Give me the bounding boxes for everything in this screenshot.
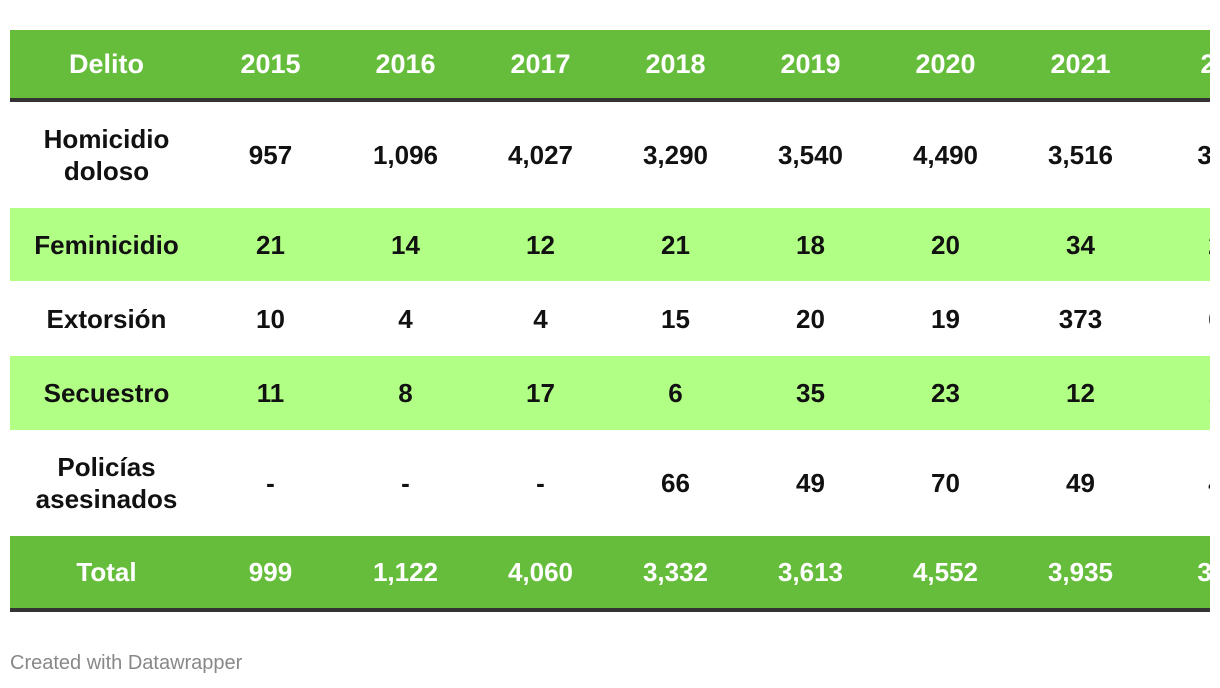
data-row: Policías asesinados---664970494	[10, 430, 1210, 536]
value-cell: -	[473, 430, 608, 536]
crime-name: Feminicidio	[10, 208, 203, 281]
table-container: Delito201520162017201820192020202120Homi…	[10, 30, 1210, 612]
value-cell: 4	[338, 281, 473, 356]
value-cell: 1,096	[338, 100, 473, 208]
header-cell: 2021	[1013, 30, 1148, 102]
value-cell: 2	[1148, 208, 1210, 281]
total-row: Total9991,1224,0603,3323,6134,5523,9353,…	[10, 536, 1210, 612]
data-row: Homicidio doloso 957 1,096 4,027 3,290 3,540 4…	[10, 100, 1210, 208]
value-cell: 49	[1013, 430, 1148, 536]
value-cell: 15	[608, 281, 743, 356]
crime-name: Secuestro	[10, 356, 203, 430]
value-cell: 4	[473, 281, 608, 356]
value-cell: 4,027	[473, 100, 608, 208]
crime-name: Policías asesinados	[10, 430, 203, 536]
data-row: Secuestro1181763523121	[10, 356, 1210, 430]
header-cell: 2019	[743, 30, 878, 102]
value-cell: 17	[473, 356, 608, 430]
value-cell: 11	[203, 356, 338, 430]
total-cell: 3,9	[1148, 536, 1210, 612]
value-cell: 3,2	[1148, 100, 1210, 208]
value-cell: 373	[1013, 281, 1148, 356]
value-cell: 66	[608, 430, 743, 536]
value-cell: 20	[743, 281, 878, 356]
total-cell: Total	[10, 536, 203, 612]
header-cell: Delito	[10, 30, 203, 102]
value-cell: 12	[473, 208, 608, 281]
footer: Created with Datawrapper	[10, 652, 243, 674]
total-cell: 4,552	[878, 536, 1013, 612]
value-cell: -	[338, 430, 473, 536]
crime-name: Homicidio doloso	[10, 100, 203, 208]
value-cell: 8	[338, 356, 473, 430]
header-row: Delito201520162017201820192020202120	[10, 30, 1210, 102]
header-cell: 20	[1148, 30, 1210, 102]
total-cell: 4,060	[473, 536, 608, 612]
value-cell: 21	[203, 208, 338, 281]
value-cell: 49	[743, 430, 878, 536]
total-cell: 1,122	[338, 536, 473, 612]
value-cell: 4,490	[878, 100, 1013, 208]
value-cell: 6	[608, 356, 743, 430]
value-cell: 3,290	[608, 100, 743, 208]
value-cell: -	[203, 430, 338, 536]
total-cell: 3,613	[743, 536, 878, 612]
value-cell: 3,516	[1013, 100, 1148, 208]
header-cell: 2020	[878, 30, 1013, 102]
crime-table: Delito201520162017201820192020202120Homi…	[10, 30, 1210, 612]
total-cell: 999	[203, 536, 338, 612]
value-cell: 3,540	[743, 100, 878, 208]
value-cell: 23	[878, 356, 1013, 430]
header-cell: 2016	[338, 30, 473, 102]
value-cell: 14	[338, 208, 473, 281]
data-row: Feminicidio211412211820342	[10, 208, 1210, 281]
value-cell: 10	[203, 281, 338, 356]
total-cell: 3,332	[608, 536, 743, 612]
value-cell: 6	[1148, 281, 1210, 356]
value-cell: 12	[1013, 356, 1148, 430]
value-cell: 1	[1148, 356, 1210, 430]
value-cell: 34	[1013, 208, 1148, 281]
value-cell: 35	[743, 356, 878, 430]
value-cell: 70	[878, 430, 1013, 536]
header-cell: 2017	[473, 30, 608, 102]
value-cell: 21	[608, 208, 743, 281]
value-cell: 19	[878, 281, 1013, 356]
header-cell: 2015	[203, 30, 338, 102]
total-cell: 3,935	[1013, 536, 1148, 612]
crime-name: Extorsión	[10, 281, 203, 356]
value-cell: 4	[1148, 430, 1210, 536]
value-cell: 20	[878, 208, 1013, 281]
header-cell: 2018	[608, 30, 743, 102]
data-row: Extorsión10441520193736	[10, 281, 1210, 356]
value-cell: 957	[203, 100, 338, 208]
value-cell: 18	[743, 208, 878, 281]
